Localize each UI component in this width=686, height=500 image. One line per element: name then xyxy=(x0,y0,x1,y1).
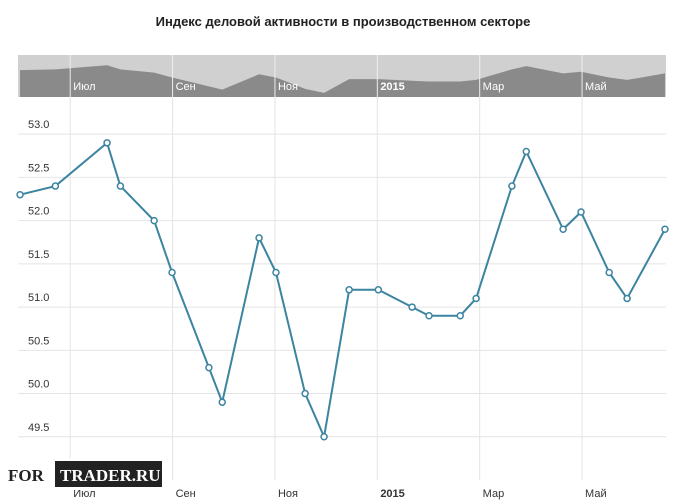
navigator-label: Май xyxy=(585,81,607,93)
point xyxy=(472,294,480,303)
y-tick-label: 52.0 xyxy=(28,206,49,218)
y-tick-label: 51.0 xyxy=(28,292,49,304)
point xyxy=(508,182,516,190)
y-tick-label: 53.0 xyxy=(28,119,49,131)
navigator-label: Сен xyxy=(176,81,196,93)
chart-title: Индекс деловой активности в производстве… xyxy=(156,14,531,29)
watermark: FOR TRADER.RU xyxy=(2,458,164,490)
y-tick-label: 49.5 xyxy=(28,422,49,434)
point xyxy=(559,225,567,234)
point xyxy=(150,216,158,225)
y-tick-label: 52.5 xyxy=(28,162,49,174)
x-tick-label: Мар xyxy=(483,488,505,500)
point xyxy=(522,147,531,156)
navigator-area xyxy=(20,65,665,97)
point xyxy=(205,363,213,372)
navigator-label: 2015 xyxy=(380,81,404,93)
x-tick-label: Июл xyxy=(73,488,95,500)
y-tick-label: 50.5 xyxy=(28,335,49,347)
navigator-label: Июл xyxy=(73,81,95,93)
point xyxy=(345,286,353,294)
y-tick-label: 50.0 xyxy=(28,379,49,391)
point xyxy=(301,389,309,398)
x-tick-label: Май xyxy=(585,488,607,500)
point xyxy=(605,268,613,277)
point xyxy=(272,268,280,277)
point xyxy=(623,294,631,303)
point xyxy=(168,268,176,277)
watermark-box xyxy=(55,461,162,487)
watermark-left: FOR xyxy=(8,466,45,485)
point xyxy=(408,303,416,311)
point xyxy=(103,139,111,147)
x-tick-label: Сен xyxy=(176,488,196,500)
point xyxy=(577,208,585,216)
watermark-right: TRADER.RU xyxy=(60,466,161,485)
x-tick-label: 2015 xyxy=(380,488,404,500)
x-tick-label: Ноя xyxy=(278,488,298,500)
point xyxy=(661,225,669,234)
point xyxy=(374,286,383,294)
point xyxy=(51,182,60,190)
point xyxy=(456,311,464,320)
point xyxy=(425,311,433,320)
y-tick-label: 51.5 xyxy=(28,249,49,261)
point xyxy=(16,190,24,199)
navigator-label: Мар xyxy=(483,81,505,93)
point xyxy=(255,234,263,242)
point xyxy=(320,433,328,441)
point xyxy=(218,398,226,406)
point xyxy=(116,182,125,190)
navigator-label: Ноя xyxy=(278,81,298,93)
